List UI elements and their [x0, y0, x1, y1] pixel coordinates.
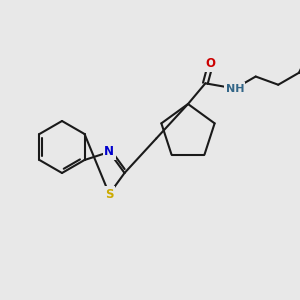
Text: NH: NH	[226, 83, 244, 94]
Text: S: S	[105, 188, 113, 200]
Text: N: N	[104, 146, 114, 158]
Text: O: O	[205, 57, 215, 70]
